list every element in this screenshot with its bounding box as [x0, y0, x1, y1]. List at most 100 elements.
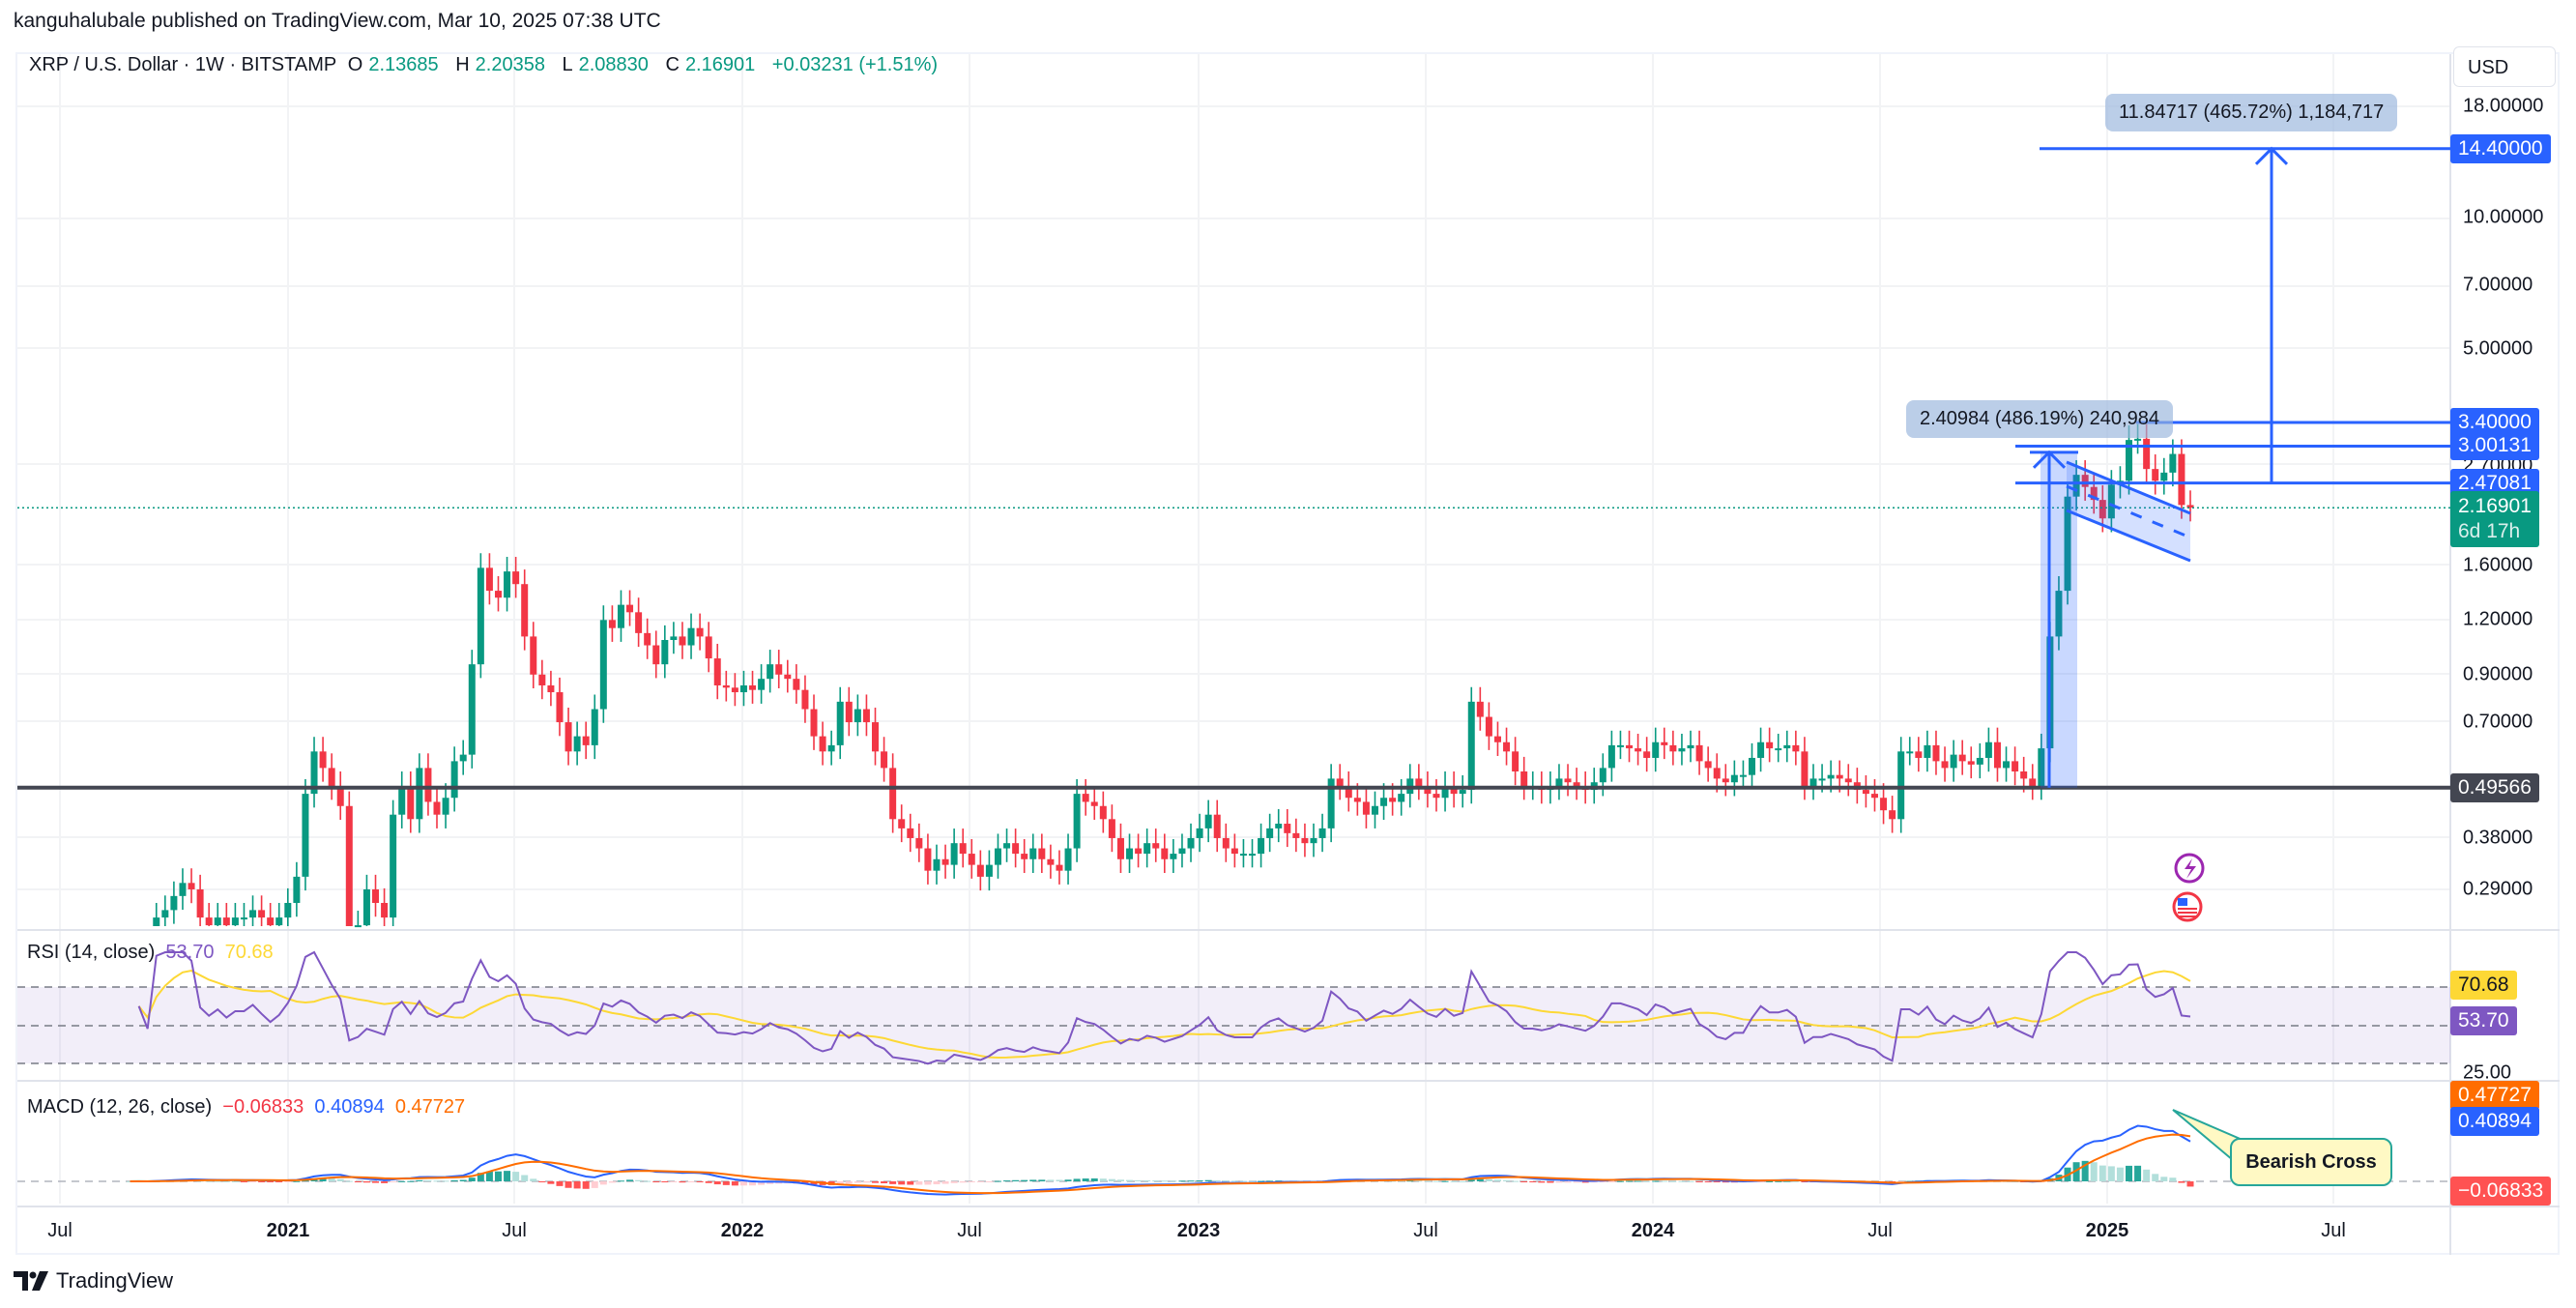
candle-body [1284, 824, 1291, 833]
candle-body [1661, 741, 1668, 745]
macd-histogram-bar [1512, 1180, 1520, 1182]
macd-histogram-bar [749, 1181, 757, 1186]
candle-body [504, 571, 511, 598]
macd-histogram-bar [898, 1181, 906, 1185]
macd-histogram-bar [1073, 1178, 1081, 1181]
candle-body [1941, 761, 1949, 769]
candle-body [1362, 801, 1370, 815]
time-axis-label: 2024 [1631, 1220, 1675, 1241]
macd-histogram-bar [1222, 1180, 1230, 1182]
macd-histogram-bar [1643, 1180, 1651, 1182]
macd-histogram-bar [1476, 1178, 1484, 1181]
macd-histogram-bar [1529, 1181, 1537, 1182]
macd-histogram-bar [407, 1180, 415, 1182]
candle-body [2186, 505, 2194, 509]
price-axis-label: 1.60000 [2463, 554, 2533, 576]
macd-histogram-bar [1661, 1180, 1668, 1182]
candle-body [1520, 770, 1528, 787]
candle-body [1827, 774, 1835, 779]
candle-body [1029, 848, 1037, 859]
candle-body [1616, 744, 1624, 747]
candle-body [302, 794, 309, 877]
candle-body [468, 664, 476, 755]
macd-histogram-bar [459, 1179, 467, 1181]
candle-body [933, 858, 941, 871]
macd-histogram-bar [810, 1181, 818, 1185]
macd-histogram-bar [1459, 1180, 1466, 1182]
candle-body [670, 636, 678, 641]
currency-button[interactable]: USD [2453, 46, 2556, 87]
candle-body [907, 828, 914, 838]
macd-histogram-bar [758, 1181, 766, 1185]
macd-histogram-bar [354, 1181, 362, 1182]
macd-histogram-bar [2090, 1162, 2098, 1181]
candle-body [188, 883, 195, 889]
candle-body [450, 761, 458, 799]
candle-body [390, 814, 397, 918]
candle-body [240, 917, 247, 920]
candle-body [1143, 843, 1151, 855]
candle-body [1090, 801, 1098, 806]
macd-histogram-bar [336, 1178, 344, 1181]
macd-histogram-bar [2081, 1160, 2089, 1181]
publish-header: kanguhalubale published on TradingView.c… [14, 10, 661, 32]
macd-histogram-bar [1266, 1180, 1274, 1182]
macd-histogram-bar [1135, 1179, 1143, 1181]
macd-histogram-bar [1607, 1181, 1615, 1182]
candle-body [1485, 716, 1492, 737]
candle-body [1178, 848, 1186, 855]
macd-histogram-bar [319, 1177, 327, 1181]
macd-histogram-bar [1547, 1181, 1554, 1183]
candle-body [2152, 469, 2159, 481]
candle-body [494, 591, 502, 598]
macd-histogram-bar [854, 1181, 861, 1183]
candle-body [328, 768, 335, 787]
macd-histogram-bar [1056, 1179, 1063, 1181]
candle-body [2134, 438, 2142, 441]
macd-histogram-bar [644, 1180, 651, 1182]
symbol-title[interactable]: XRP / U.S. Dollar · 1W · BITSTAMP [29, 54, 337, 75]
macd-histogram-bar [433, 1180, 441, 1182]
macd-histogram-bar [670, 1181, 678, 1182]
macd-histogram-bar [881, 1181, 888, 1184]
macd-histogram-bar [836, 1181, 844, 1184]
macd-histogram-bar [2107, 1166, 2115, 1181]
candle-body [1915, 751, 1923, 758]
candle-body [2029, 778, 2037, 787]
candle-body [205, 917, 213, 926]
candle-body [1249, 854, 1257, 857]
candle-body [2003, 761, 2011, 769]
rsi-ma-line [137, 970, 2191, 1059]
candle-body [959, 843, 967, 855]
candle-body [1678, 748, 1686, 752]
macd-histogram-bar [1258, 1180, 1265, 1182]
macd-histogram-bar [1116, 1179, 1124, 1181]
macd-histogram-bar [275, 1181, 283, 1182]
pole-measure-label[interactable]: 2.40984 (486.19%) 240,984 [1906, 400, 2173, 438]
macd-histogram-bar [739, 1181, 747, 1186]
macd-histogram-bar [1467, 1179, 1475, 1181]
price-axis-label: 10.00000 [2463, 206, 2544, 228]
last-price: 2.16901 [2458, 495, 2532, 518]
macd-title[interactable]: MACD (12, 26, close) [27, 1096, 213, 1118]
candle-body [2072, 475, 2080, 497]
bearish-cross-callout[interactable]: Bearish Cross [2230, 1138, 2392, 1186]
rsi-title[interactable]: RSI (14, close) [27, 942, 156, 963]
candle-body [1783, 744, 1791, 749]
candle-body [635, 612, 643, 633]
candle-body [713, 658, 721, 685]
macd-histogram-bar [1143, 1179, 1151, 1181]
macd-histogram-bar [1239, 1180, 1247, 1182]
macd-histogram-bar [722, 1181, 730, 1185]
candle-body [1467, 701, 1475, 791]
candle-body [1161, 848, 1169, 859]
candle-body [1599, 768, 1606, 783]
candle-body [941, 858, 949, 865]
target-measure-label[interactable]: 11.84717 (465.72%) 1,184,717 [2105, 94, 2398, 131]
candle-body [1476, 701, 1484, 717]
candle-body [556, 692, 564, 723]
macd-histogram-bar [564, 1181, 572, 1188]
candle-body [284, 902, 292, 918]
macd-histogram-bar [573, 1181, 581, 1189]
